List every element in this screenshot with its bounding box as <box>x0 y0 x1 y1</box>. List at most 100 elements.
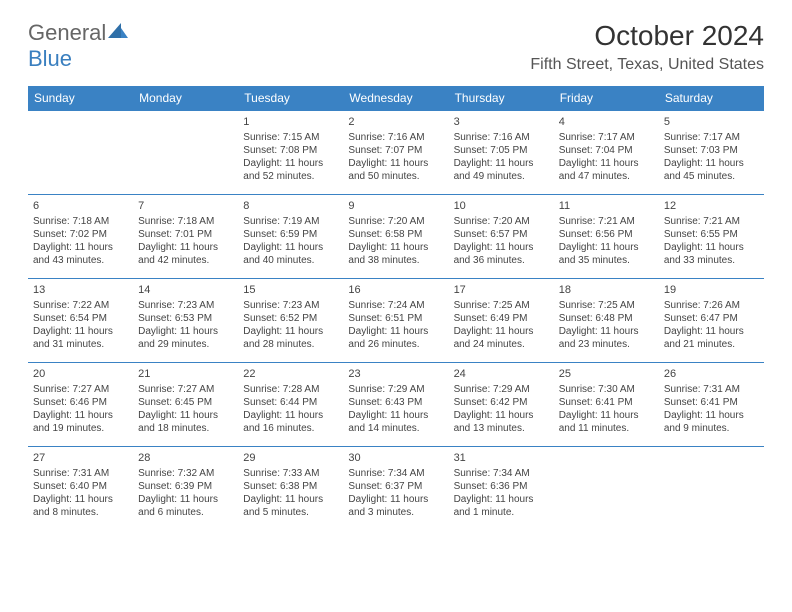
sunrise-text: Sunrise: 7:16 AM <box>348 131 443 144</box>
day-number: 20 <box>33 367 128 381</box>
calendar-day-cell: 26Sunrise: 7:31 AMSunset: 6:41 PMDayligh… <box>659 363 764 447</box>
daylight-text: and 11 minutes. <box>559 422 654 435</box>
daylight-text: Daylight: 11 hours <box>348 409 443 422</box>
sunset-text: Sunset: 6:42 PM <box>454 396 549 409</box>
day-number: 6 <box>33 199 128 213</box>
daylight-text: and 52 minutes. <box>243 170 338 183</box>
weekday-header: Friday <box>554 86 659 111</box>
day-number: 1 <box>243 115 338 129</box>
day-number: 14 <box>138 283 233 297</box>
brand-sail-icon <box>107 22 129 40</box>
sunset-text: Sunset: 6:57 PM <box>454 228 549 241</box>
calendar-day-cell: 12Sunrise: 7:21 AMSunset: 6:55 PMDayligh… <box>659 195 764 279</box>
day-number: 24 <box>454 367 549 381</box>
day-number: 27 <box>33 451 128 465</box>
day-number: 22 <box>243 367 338 381</box>
sunset-text: Sunset: 6:54 PM <box>33 312 128 325</box>
daylight-text: and 26 minutes. <box>348 338 443 351</box>
day-number: 17 <box>454 283 549 297</box>
daylight-text: and 1 minute. <box>454 506 549 519</box>
day-number: 30 <box>348 451 443 465</box>
sunset-text: Sunset: 6:43 PM <box>348 396 443 409</box>
daylight-text: Daylight: 11 hours <box>243 409 338 422</box>
sunrise-text: Sunrise: 7:23 AM <box>243 299 338 312</box>
weekday-header: Tuesday <box>238 86 343 111</box>
sunrise-text: Sunrise: 7:30 AM <box>559 383 654 396</box>
daylight-text: Daylight: 11 hours <box>138 325 233 338</box>
sunrise-text: Sunrise: 7:21 AM <box>664 215 759 228</box>
sunrise-text: Sunrise: 7:21 AM <box>559 215 654 228</box>
daylight-text: and 36 minutes. <box>454 254 549 267</box>
calendar-day-cell: 22Sunrise: 7:28 AMSunset: 6:44 PMDayligh… <box>238 363 343 447</box>
calendar-day-cell <box>554 447 659 531</box>
daylight-text: Daylight: 11 hours <box>33 325 128 338</box>
daylight-text: and 33 minutes. <box>664 254 759 267</box>
calendar-table: Sunday Monday Tuesday Wednesday Thursday… <box>28 86 764 531</box>
daylight-text: and 50 minutes. <box>348 170 443 183</box>
daylight-text: Daylight: 11 hours <box>454 157 549 170</box>
calendar-day-cell: 11Sunrise: 7:21 AMSunset: 6:56 PMDayligh… <box>554 195 659 279</box>
daylight-text: and 21 minutes. <box>664 338 759 351</box>
daylight-text: and 3 minutes. <box>348 506 443 519</box>
sunrise-text: Sunrise: 7:18 AM <box>33 215 128 228</box>
daylight-text: and 42 minutes. <box>138 254 233 267</box>
day-number: 8 <box>243 199 338 213</box>
weekday-header: Sunday <box>28 86 133 111</box>
calendar-day-cell: 5Sunrise: 7:17 AMSunset: 7:03 PMDaylight… <box>659 111 764 195</box>
day-number: 7 <box>138 199 233 213</box>
sunrise-text: Sunrise: 7:25 AM <box>454 299 549 312</box>
sunset-text: Sunset: 6:55 PM <box>664 228 759 241</box>
calendar-day-cell: 17Sunrise: 7:25 AMSunset: 6:49 PMDayligh… <box>449 279 554 363</box>
calendar-day-cell: 7Sunrise: 7:18 AMSunset: 7:01 PMDaylight… <box>133 195 238 279</box>
calendar-day-cell: 27Sunrise: 7:31 AMSunset: 6:40 PMDayligh… <box>28 447 133 531</box>
calendar-day-cell: 13Sunrise: 7:22 AMSunset: 6:54 PMDayligh… <box>28 279 133 363</box>
day-number: 15 <box>243 283 338 297</box>
weekday-header: Thursday <box>449 86 554 111</box>
daylight-text: Daylight: 11 hours <box>454 493 549 506</box>
sunset-text: Sunset: 6:59 PM <box>243 228 338 241</box>
daylight-text: and 23 minutes. <box>559 338 654 351</box>
sunset-text: Sunset: 6:46 PM <box>33 396 128 409</box>
sunrise-text: Sunrise: 7:17 AM <box>664 131 759 144</box>
daylight-text: Daylight: 11 hours <box>664 157 759 170</box>
calendar-day-cell: 1Sunrise: 7:15 AMSunset: 7:08 PMDaylight… <box>238 111 343 195</box>
calendar-day-cell: 4Sunrise: 7:17 AMSunset: 7:04 PMDaylight… <box>554 111 659 195</box>
calendar-day-cell: 24Sunrise: 7:29 AMSunset: 6:42 PMDayligh… <box>449 363 554 447</box>
daylight-text: and 31 minutes. <box>33 338 128 351</box>
daylight-text: and 40 minutes. <box>243 254 338 267</box>
sunrise-text: Sunrise: 7:32 AM <box>138 467 233 480</box>
weekday-header: Monday <box>133 86 238 111</box>
day-number: 23 <box>348 367 443 381</box>
calendar-day-cell: 2Sunrise: 7:16 AMSunset: 7:07 PMDaylight… <box>343 111 448 195</box>
daylight-text: Daylight: 11 hours <box>559 157 654 170</box>
sunrise-text: Sunrise: 7:25 AM <box>559 299 654 312</box>
sunrise-text: Sunrise: 7:28 AM <box>243 383 338 396</box>
sunset-text: Sunset: 7:08 PM <box>243 144 338 157</box>
daylight-text: and 24 minutes. <box>454 338 549 351</box>
daylight-text: and 45 minutes. <box>664 170 759 183</box>
sunrise-text: Sunrise: 7:27 AM <box>33 383 128 396</box>
daylight-text: Daylight: 11 hours <box>559 241 654 254</box>
sunset-text: Sunset: 7:07 PM <box>348 144 443 157</box>
daylight-text: Daylight: 11 hours <box>664 409 759 422</box>
calendar-day-cell: 16Sunrise: 7:24 AMSunset: 6:51 PMDayligh… <box>343 279 448 363</box>
sunset-text: Sunset: 6:49 PM <box>454 312 549 325</box>
daylight-text: and 47 minutes. <box>559 170 654 183</box>
sunset-text: Sunset: 6:56 PM <box>559 228 654 241</box>
day-number: 12 <box>664 199 759 213</box>
daylight-text: Daylight: 11 hours <box>664 325 759 338</box>
daylight-text: and 8 minutes. <box>33 506 128 519</box>
daylight-text: Daylight: 11 hours <box>138 409 233 422</box>
sunset-text: Sunset: 7:03 PM <box>664 144 759 157</box>
sunrise-text: Sunrise: 7:24 AM <box>348 299 443 312</box>
daylight-text: and 43 minutes. <box>33 254 128 267</box>
daylight-text: Daylight: 11 hours <box>454 241 549 254</box>
calendar-day-cell: 23Sunrise: 7:29 AMSunset: 6:43 PMDayligh… <box>343 363 448 447</box>
day-number: 3 <box>454 115 549 129</box>
brand-logo: General Blue <box>28 20 129 72</box>
daylight-text: Daylight: 11 hours <box>243 325 338 338</box>
sunset-text: Sunset: 6:41 PM <box>664 396 759 409</box>
daylight-text: Daylight: 11 hours <box>138 493 233 506</box>
daylight-text: and 29 minutes. <box>138 338 233 351</box>
daylight-text: Daylight: 11 hours <box>243 493 338 506</box>
